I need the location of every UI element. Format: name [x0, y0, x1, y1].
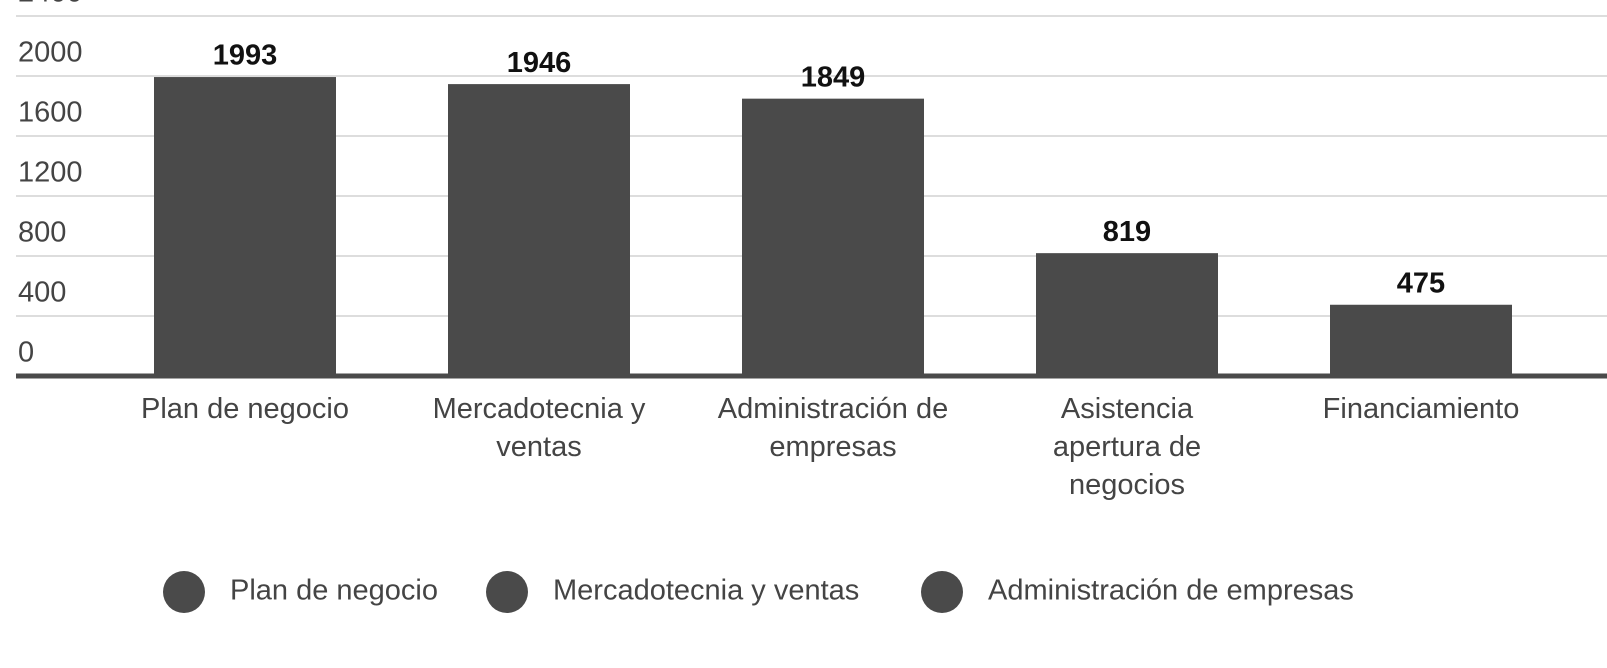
y-tick-label: 1600	[18, 97, 83, 129]
bar	[1330, 304, 1512, 376]
y-tick-label: 1200	[18, 157, 83, 189]
legend-label: Administración de empresas	[988, 575, 1354, 607]
x-tick-label: Mercadotecnia y ventas	[432, 393, 646, 463]
value-label: 1946	[507, 47, 572, 79]
y-tick-label: 2400	[18, 0, 83, 9]
bar	[154, 77, 336, 377]
y-tick-label: 400	[18, 277, 66, 309]
legend-label: Plan de negocio	[230, 575, 438, 607]
value-label: 1993	[213, 40, 278, 72]
bar	[448, 84, 630, 376]
y-tick-label: 800	[18, 217, 66, 249]
legend-marker	[486, 571, 528, 613]
legend-marker	[921, 571, 963, 613]
value-label: 819	[1103, 216, 1151, 248]
legend-label: Mercadotecnia y ventas	[553, 575, 859, 607]
x-tick-label: Asistencia apertura de negocios	[1052, 393, 1202, 501]
y-tick-label: 0	[18, 337, 34, 369]
legend-marker	[163, 571, 205, 613]
x-tick-label: Plan de negocio	[141, 393, 349, 425]
x-tick-label: Financiamiento	[1322, 393, 1520, 425]
value-label: 1849	[801, 61, 866, 93]
x-tick-label: Administración de empresas	[717, 393, 949, 463]
bar	[1036, 253, 1218, 376]
value-label: 475	[1397, 267, 1445, 299]
bar	[742, 98, 924, 377]
y-tick-label: 2000	[18, 37, 83, 69]
